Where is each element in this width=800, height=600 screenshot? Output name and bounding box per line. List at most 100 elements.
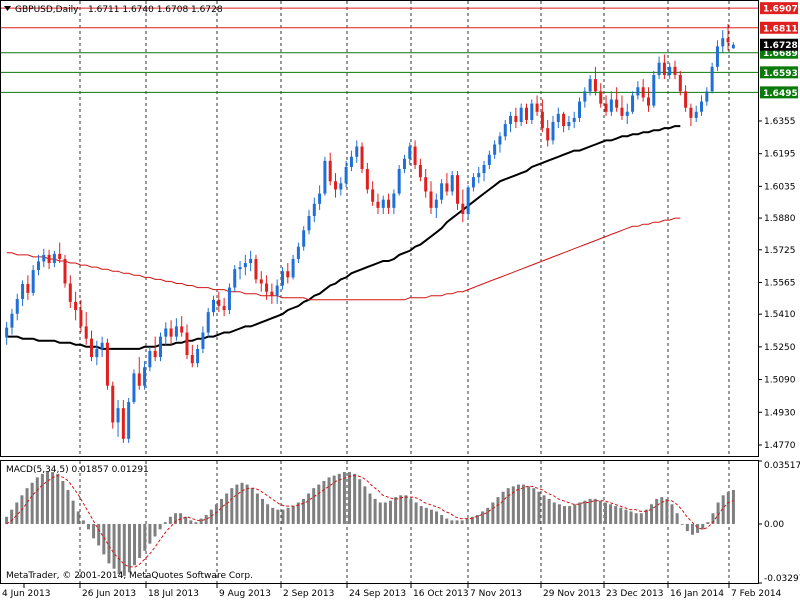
candle-bullish — [392, 193, 396, 208]
candle-bullish — [700, 101, 704, 112]
candle-bullish — [174, 326, 178, 337]
macd-bar — [35, 477, 39, 524]
date-axis: 4 Jun 2013 26 Jun 2013 18 Jul 2013 9 Aug 20… — [2, 584, 782, 599]
macd-tick-label: -0.03297 — [764, 574, 800, 584]
candle-bearish — [334, 181, 338, 190]
macd-bar — [522, 484, 526, 524]
macd-bar — [30, 482, 34, 524]
candle-bearish — [620, 107, 624, 116]
macd-bar — [363, 486, 367, 524]
macd-bar — [547, 498, 551, 524]
macd-bar — [117, 523, 121, 575]
candle-bullish — [381, 199, 385, 208]
x-tick-label: 9 Aug 2013 — [219, 589, 271, 599]
candle-bullish — [482, 164, 486, 174]
candle-bullish — [249, 258, 253, 264]
macd-bar — [291, 506, 295, 524]
macd-bar — [578, 502, 582, 524]
macd-tick-label: 0.03517 — [764, 461, 800, 471]
macd-bar — [685, 523, 689, 532]
candle-bearish — [593, 79, 597, 92]
macd-bar — [5, 516, 9, 524]
candle-bullish — [402, 158, 406, 170]
macd-bar — [66, 489, 70, 524]
candle-bearish — [286, 271, 290, 278]
macd-bar — [598, 500, 602, 524]
level-tag — [760, 66, 798, 79]
candle-bullish — [440, 183, 444, 200]
level-tag — [760, 21, 798, 34]
macd-bar — [573, 504, 577, 524]
candle-bearish — [137, 373, 141, 386]
macd-bar — [532, 488, 536, 524]
candle-bullish — [344, 166, 348, 184]
candle-bullish — [503, 124, 507, 137]
candle-bearish — [169, 328, 173, 337]
candle-bearish — [360, 146, 364, 170]
dropdown-triangle-icon[interactable] — [4, 6, 11, 11]
macd-bar — [690, 523, 694, 535]
candle-bearish — [365, 169, 369, 190]
candle-bullish — [323, 160, 327, 194]
y-tick-label: 1.4770 — [764, 441, 796, 451]
x-tick-label: 23 Dec 2013 — [606, 589, 664, 599]
candle-bearish — [217, 299, 221, 306]
candle-bullish — [487, 154, 491, 165]
macd-bar — [491, 502, 495, 524]
candle-bearish — [180, 326, 184, 333]
macd-bar — [122, 523, 126, 576]
candles — [5, 23, 735, 443]
macd-bar — [419, 506, 423, 524]
macd-bar — [143, 523, 147, 551]
macd-bar — [552, 502, 556, 524]
macd-bar — [235, 484, 239, 524]
y-tick-label: 1.5250 — [764, 343, 796, 353]
candle-bearish — [429, 191, 433, 208]
y-tick-label: 1.5565 — [764, 278, 796, 288]
candle-bearish — [90, 338, 94, 358]
symbol-label: GBPUSD,Daily — [15, 5, 79, 15]
macd-bar — [460, 520, 464, 524]
macd-bar — [97, 523, 101, 546]
macd-bar — [92, 523, 96, 539]
macd-bar — [516, 484, 520, 524]
candle-bearish — [74, 301, 78, 311]
candle-bullish — [280, 271, 284, 286]
moving-average-slow-line — [6, 217, 681, 301]
macd-bar — [337, 473, 341, 524]
candle-bullish — [132, 373, 136, 403]
macd-bar — [173, 513, 177, 524]
ohlc-values: 1.6711 1.6740 1.6708 1.6728 — [88, 5, 223, 15]
candle-bearish — [535, 103, 539, 112]
macd-bar — [378, 502, 382, 524]
macd-bar — [609, 504, 613, 524]
macd-bar — [680, 523, 684, 525]
macd-bar — [250, 488, 254, 524]
x-tick-label: 16 Oct 2013 — [413, 589, 469, 599]
x-tick-label: 4 Jun 2013 — [2, 589, 50, 599]
macd-bar — [348, 472, 352, 524]
macd-bar — [394, 497, 398, 524]
candle-bearish — [26, 283, 30, 293]
level-tag-label: 1.6495 — [763, 89, 798, 99]
macd-bar — [373, 498, 377, 524]
macd-bar — [15, 502, 19, 524]
macd-label: MACD(5,34,5) 0.01857 0.01291 — [6, 465, 149, 475]
macd-bar — [445, 518, 449, 524]
macd-bar — [46, 472, 50, 524]
macd-bar — [81, 520, 85, 524]
candle-bullish — [307, 216, 311, 231]
macd-bar — [230, 488, 234, 524]
candle-bullish — [10, 313, 14, 328]
macd-bar — [194, 522, 198, 524]
candle-bearish — [190, 355, 194, 364]
y-tick-label: 1.6355 — [764, 117, 796, 127]
macd-bar — [245, 484, 249, 524]
macd-bar — [307, 493, 311, 524]
macd-bar — [414, 502, 418, 524]
macd-bar — [281, 509, 285, 524]
macd-bar — [25, 488, 29, 524]
candle-bearish — [514, 115, 518, 123]
macd-bar — [296, 502, 300, 524]
